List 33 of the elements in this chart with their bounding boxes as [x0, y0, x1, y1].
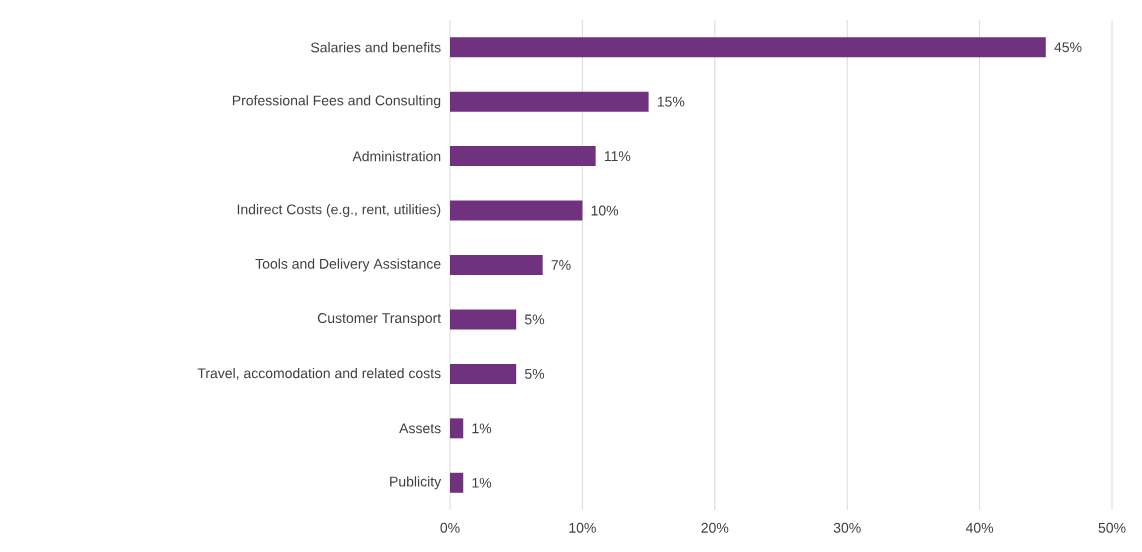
y-tick-label: Indirect Costs (e.g., rent, utilities)	[237, 204, 441, 218]
data-label: 10%	[591, 205, 619, 216]
data-label: 11%	[604, 151, 631, 162]
data-label: 45%	[1054, 42, 1082, 53]
x-tick-label: 20%	[701, 522, 729, 533]
y-tick-label: Salaries and benefits	[311, 42, 441, 53]
data-label: 1%	[472, 477, 492, 488]
y-tick-label: Customer Transport	[317, 313, 442, 326]
bar	[450, 255, 543, 276]
data-label: 5%	[524, 314, 545, 325]
data-label: 1%	[472, 423, 492, 434]
x-tick-label: 30%	[833, 522, 861, 533]
bar	[450, 146, 596, 167]
y-tick-label: Travel, accomodation and related costs	[197, 367, 441, 380]
bar	[450, 363, 517, 384]
bar	[450, 91, 649, 112]
bar	[450, 418, 464, 439]
x-tick-label: 0%	[440, 522, 460, 533]
bar	[450, 37, 1046, 58]
bar	[450, 472, 464, 493]
bar	[450, 200, 583, 221]
x-tick-label: 40%	[965, 522, 994, 533]
x-tick-label: 10%	[569, 522, 596, 533]
y-tick-label: Publicity	[390, 476, 442, 490]
data-label: 7%	[551, 260, 571, 270]
y-tick-label: Professional Fees and Consulting	[232, 95, 441, 109]
y-tick-label: Administration	[352, 150, 441, 162]
data-label: 5%	[524, 368, 545, 379]
bar	[450, 309, 517, 330]
data-label: 15%	[657, 96, 685, 107]
y-tick-label: Tools and Delivery Assistance	[255, 258, 441, 272]
y-tick-label: Assets	[399, 423, 441, 434]
x-tick-label: 50%	[1098, 522, 1126, 533]
